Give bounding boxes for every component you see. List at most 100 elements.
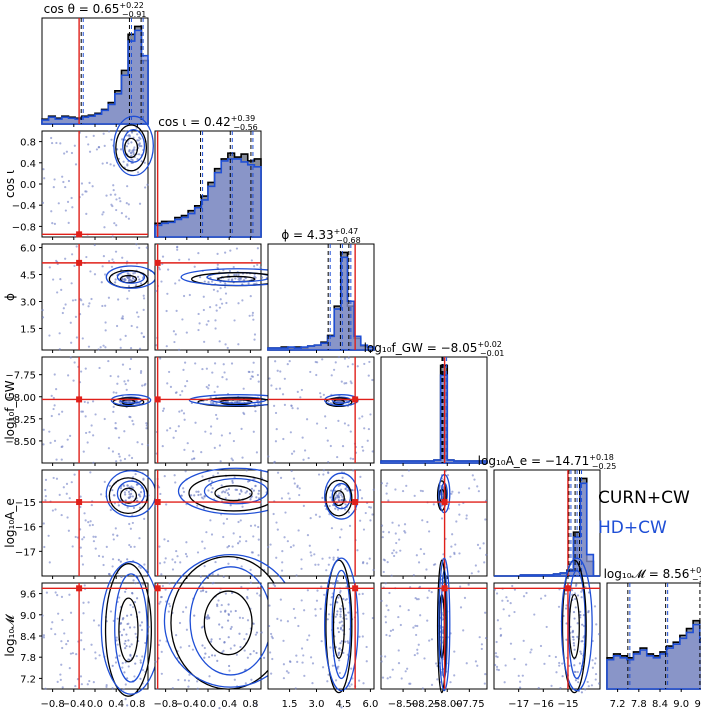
- x-tick-label: 9.0: [673, 699, 689, 710]
- summary-title: ϕ = 4.33+0.47 −0.68: [281, 227, 360, 245]
- scatter-point: [175, 633, 178, 637]
- x-tick-label: −0.8: [153, 699, 177, 710]
- scatter-point: [126, 164, 129, 167]
- scatter-point: [539, 644, 543, 648]
- scatter-point: [119, 338, 122, 341]
- scatter-point: [220, 484, 223, 487]
- scatter-point: [254, 410, 257, 413]
- scatter-point: [202, 295, 205, 298]
- scatter-point: [200, 626, 204, 629]
- scatter-point: [339, 589, 342, 593]
- scatter-point: [171, 687, 174, 690]
- scatter-point: [459, 585, 462, 588]
- scatter-point: [306, 589, 309, 592]
- scatter-point: [102, 344, 105, 347]
- scatter-point: [86, 441, 89, 444]
- scatter-point: [138, 278, 141, 281]
- scatter-point: [348, 524, 352, 527]
- scatter-point: [239, 535, 242, 538]
- scatter-point: [93, 273, 97, 276]
- scatter-point: [128, 150, 131, 153]
- scatter-point: [283, 377, 286, 380]
- scatter-point: [230, 457, 233, 460]
- scatter-point: [51, 509, 54, 512]
- scatter-point: [242, 387, 245, 390]
- scatter-point: [165, 309, 168, 313]
- scatter-point: [127, 217, 130, 220]
- scatter-point: [139, 282, 143, 285]
- scatter-point: [216, 472, 220, 475]
- scatter-point: [124, 639, 127, 643]
- scatter-point: [178, 258, 181, 261]
- scatter-point: [104, 329, 107, 332]
- scatter-point: [399, 623, 402, 627]
- scatter-point: [362, 612, 365, 615]
- scatter-point: [130, 154, 133, 157]
- scatter-point: [572, 641, 575, 645]
- scatter-point: [346, 640, 349, 643]
- scatter-point: [252, 489, 256, 492]
- scatter-point: [346, 489, 349, 492]
- scatter-point: [513, 610, 516, 614]
- scatter-point: [205, 590, 208, 593]
- scatter-point: [86, 683, 89, 686]
- scatter-point: [163, 474, 166, 478]
- scatter-point: [131, 605, 135, 609]
- contour-curn: [332, 490, 345, 507]
- scatter-point: [204, 430, 207, 433]
- scatter-point: [65, 482, 69, 486]
- scatter-point: [449, 681, 452, 684]
- scatter-point: [300, 599, 303, 602]
- scatter-point: [113, 494, 116, 497]
- scatter-point: [367, 374, 370, 377]
- scatter-point: [255, 496, 258, 499]
- scatter-point: [458, 503, 461, 506]
- scatter-point: [88, 302, 91, 305]
- scatter-point: [450, 545, 453, 548]
- scatter-point: [574, 679, 578, 682]
- scatter-point: [253, 333, 257, 336]
- scatter-point: [105, 161, 109, 164]
- summary-minus: −0.91: [122, 10, 147, 19]
- scatter-point: [220, 603, 223, 607]
- scatter-point: [332, 558, 335, 561]
- scatter-point: [187, 685, 190, 688]
- scatter-point: [232, 532, 235, 535]
- scatter-point: [565, 638, 568, 641]
- scatter-point: [229, 610, 233, 613]
- scatter-point: [233, 644, 236, 647]
- scatter-point: [127, 379, 130, 382]
- scatter-point: [107, 572, 111, 576]
- scatter-point: [127, 639, 130, 642]
- panel-logmc-phi: [267, 556, 375, 709]
- scatter-point: [338, 499, 341, 502]
- scatter-point: [327, 613, 331, 616]
- scatter-point: [471, 474, 474, 477]
- scatter-point: [124, 334, 127, 338]
- scatter-point: [224, 292, 228, 295]
- scatter-point: [480, 643, 484, 646]
- scatter-point: [343, 382, 346, 385]
- scatter-point: [68, 593, 71, 596]
- y-tick-label: 6.0: [20, 244, 36, 255]
- scatter-point: [323, 593, 326, 596]
- scatter-point: [395, 551, 398, 554]
- scatter-point: [326, 618, 329, 621]
- scatter-point: [69, 652, 73, 655]
- scatter-point: [63, 152, 66, 155]
- scatter-point: [499, 627, 502, 630]
- scatter-point: [50, 210, 53, 213]
- scatter-point: [227, 636, 230, 639]
- scatter-point: [361, 562, 365, 565]
- scatter-point: [42, 428, 45, 431]
- scatter-point: [94, 651, 97, 654]
- scatter-point: [356, 365, 359, 368]
- scatter-point: [597, 633, 601, 636]
- scatter-point: [300, 647, 304, 650]
- scatter-point: [114, 250, 118, 253]
- scatter-point: [463, 596, 467, 599]
- scatter-point: [382, 570, 385, 574]
- scatter-point: [405, 484, 408, 487]
- y-axis-label-cosiota: cos ι: [3, 170, 17, 198]
